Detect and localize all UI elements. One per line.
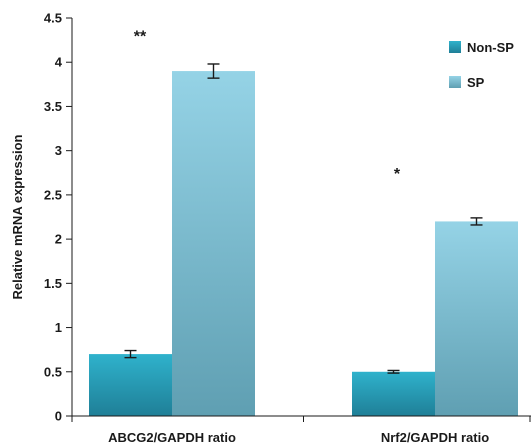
y-axis-title: Relative mRNA expression — [10, 134, 25, 299]
y-tick-label: 0.5 — [44, 364, 62, 379]
legend-swatch-non-sp — [449, 41, 461, 53]
y-tick-label: 4 — [55, 55, 63, 70]
y-tick-label: 3.5 — [44, 99, 62, 114]
y-tick-label: 3 — [55, 143, 62, 158]
error-bar — [470, 217, 483, 226]
bar-non-sp-1 — [352, 371, 435, 416]
legend-swatch-sp — [449, 76, 461, 88]
bars-group — [89, 71, 518, 417]
y-tick-label: 2.5 — [44, 187, 62, 202]
y-tick-label: 1.5 — [44, 276, 62, 291]
category-label: Nrf2/GAPDH ratio — [381, 430, 489, 445]
legend-label: Non-SP — [467, 40, 514, 55]
y-tick-label: 4.5 — [44, 11, 62, 26]
bar-non-sp-0 — [89, 354, 172, 416]
annotations-group: *** — [134, 29, 401, 183]
error-bar — [124, 349, 137, 359]
significance-marker: ** — [134, 29, 147, 46]
y-axis: 0 0.5 1 1.5 2 2.5 3 3.5 4 4.5 — [44, 11, 72, 424]
error-bars-group — [124, 63, 483, 374]
category-labels: ABCG2/GAPDH ratio Nrf2/GAPDH ratio — [108, 430, 489, 445]
y-tick-label: 0 — [55, 409, 62, 424]
category-label: ABCG2/GAPDH ratio — [108, 430, 236, 445]
error-bar — [207, 63, 220, 79]
axes-lines — [71, 18, 531, 422]
bar-sp-1 — [435, 221, 518, 416]
bar-sp-0 — [172, 71, 255, 417]
y-tick-label: 1 — [55, 320, 62, 335]
legend: Non-SP SP — [449, 40, 514, 90]
error-bar — [387, 369, 400, 374]
legend-label: SP — [467, 75, 485, 90]
significance-marker: * — [394, 166, 401, 183]
y-tick-label: 2 — [55, 232, 62, 247]
